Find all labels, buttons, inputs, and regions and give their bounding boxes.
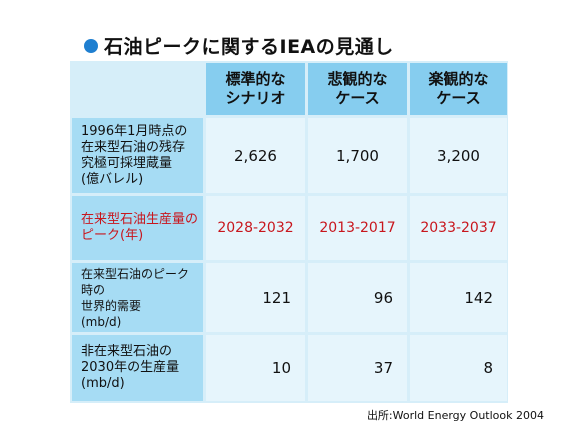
table-cell: 8 (410, 335, 507, 401)
comparison-table: 標準的な シナリオ 悲観的な ケース 楽観的な ケース 1996年1月時点の 在… (70, 61, 508, 403)
table-cell: 3,200 (410, 118, 507, 193)
table-cell: 121 (206, 263, 305, 332)
table-cell: 2,626 (206, 118, 305, 193)
table-cell: 10 (206, 335, 305, 401)
row-label-unconventional: 非在来型石油の 2030年の生産量 (mb/d) (72, 335, 203, 401)
row-label-peak-demand: 在来型石油のピーク時の 世界的需要 (mb/d) (72, 263, 203, 332)
title-text: 石油ピークに関するIEAの見通し (104, 36, 394, 58)
page-title: 石油ピークに関するIEAの見通し (84, 32, 394, 59)
table-cell: 96 (308, 263, 407, 332)
row-label-peak-year: 在来型石油生産量の ピーク(年) (72, 196, 203, 260)
table-cell: 2013-2017 (308, 196, 407, 260)
column-header-pessimistic: 悲観的な ケース (308, 63, 407, 115)
source-note: 出所:World Energy Outlook 2004 (366, 409, 544, 422)
table-cell: 37 (308, 335, 407, 401)
table-cell: 2033-2037 (410, 196, 507, 260)
table-cell: 142 (410, 263, 507, 332)
column-header-optimistic: 楽観的な ケース (410, 63, 507, 115)
column-header-standard: 標準的な シナリオ (206, 63, 305, 115)
table-cell: 1,700 (308, 118, 407, 193)
row-label-reserves: 1996年1月時点の 在来型石油の残存 究極可採埋蔵量 (億バレル) (72, 118, 203, 193)
table-cell: 2028-2032 (206, 196, 305, 260)
bullet-icon (84, 38, 98, 53)
